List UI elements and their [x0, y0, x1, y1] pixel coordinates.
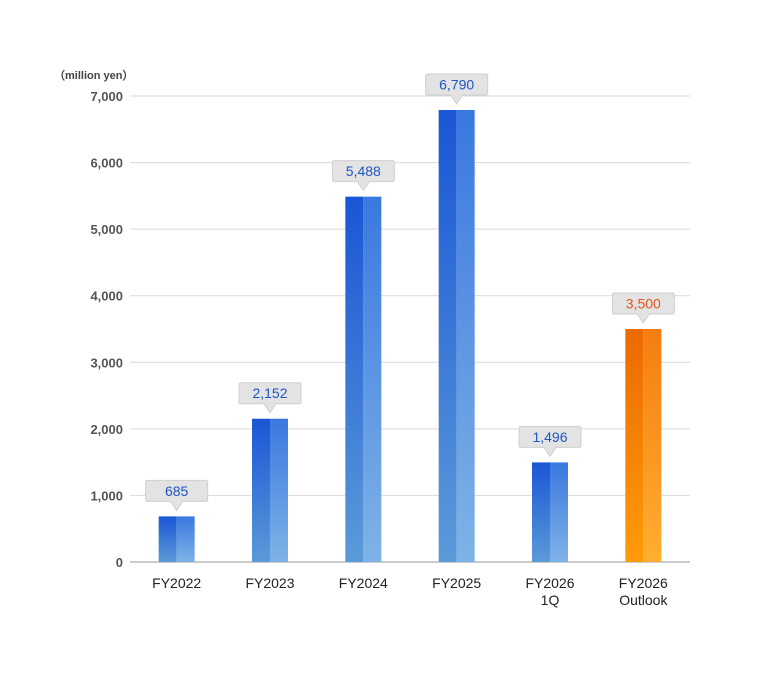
y-tick-label-5000: 5,000 — [90, 222, 123, 237]
bar-5 — [625, 329, 662, 562]
y-tick-label-7000: 7,000 — [90, 89, 123, 104]
x-tick-label-2: FY2024 — [339, 575, 388, 591]
gridlines — [130, 95, 690, 563]
value-callout-4: 1,496 — [518, 425, 582, 458]
bar-0 — [158, 516, 195, 562]
y-axis-ticks: 0 1,000 2,000 3,000 4,000 5,000 6,000 7,000 — [90, 89, 123, 570]
value-label-2: 5,488 — [346, 163, 381, 179]
x-tick-label-3: FY2025 — [432, 575, 481, 591]
x-tick-label-1: FY2023 — [245, 575, 294, 591]
x-tick-label-5: FY2026 Outlook — [619, 575, 669, 608]
x-tick-label-0: FY2022 — [152, 575, 201, 591]
value-label-0: 685 — [165, 483, 189, 499]
value-callout-5: 3,500 — [611, 292, 675, 324]
y-tick-label-6000: 6,000 — [90, 156, 123, 171]
y-tick-label-4000: 4,000 — [90, 289, 123, 304]
bar-1 — [252, 418, 288, 562]
x-tick-label-4: FY2026 1Q — [525, 575, 574, 608]
value-callout-3: 6,790 — [425, 73, 489, 105]
value-callout-0: 685 — [145, 479, 209, 512]
y-axis-unit-label: （million yen） — [54, 69, 133, 82]
value-callout-2: 5,488 — [331, 160, 395, 192]
value-label-3: 6,790 — [439, 76, 474, 92]
bar-4 — [532, 462, 568, 562]
value-callout-1: 2,152 — [238, 382, 302, 414]
y-tick-label-2000: 2,000 — [90, 422, 123, 437]
x-axis-labels: FY2022 FY2023 FY2024 FY2025 FY2026 1Q FY2026 Ou… — [152, 575, 668, 608]
y-tick-label-3000: 3,000 — [90, 355, 123, 370]
bar-2 — [345, 196, 382, 562]
value-label-5: 3,500 — [626, 296, 661, 312]
value-label-1: 2,152 — [252, 385, 287, 401]
value-label-4: 1,496 — [532, 429, 567, 445]
value-labels: 685 2,152 5,488 6,790 1,496 3,500 — [145, 73, 675, 512]
bars — [158, 109, 662, 562]
y-tick-label-1000: 1,000 — [90, 488, 123, 503]
bar-3 — [438, 109, 475, 562]
y-tick-label-0: 0 — [116, 555, 123, 570]
